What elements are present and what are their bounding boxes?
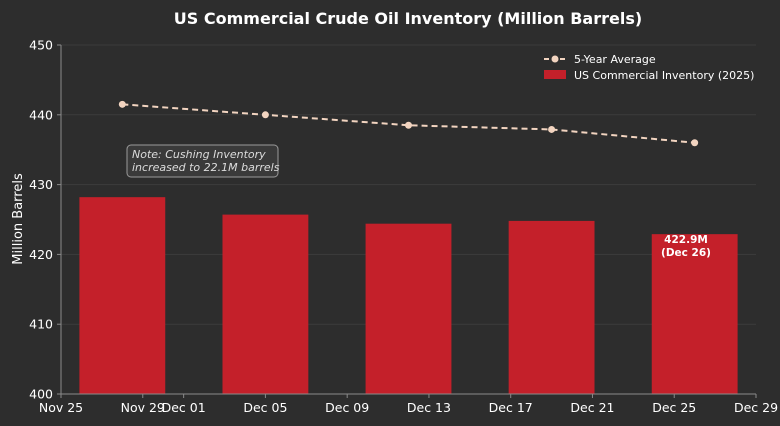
x-tick-label: Dec 13 (407, 400, 451, 415)
average-point (118, 100, 126, 108)
x-tick-label: Dec 05 (243, 400, 287, 415)
bar-series (79, 197, 738, 394)
legend: 5-Year Average US Commercial Inventory (… (544, 53, 754, 82)
average-line (122, 103, 695, 144)
y-tick-label: 400 (29, 387, 53, 402)
x-tick-label: Dec 29 (734, 400, 778, 415)
y-tick-label: 420 (29, 247, 53, 262)
legend-label-5yr-average: 5-Year Average (574, 53, 656, 66)
y-tick-label: 430 (29, 177, 53, 192)
average-point (261, 111, 269, 119)
legend-line-marker (551, 55, 559, 63)
y-tick-label: 410 (29, 317, 53, 332)
line-series (118, 100, 699, 147)
y-axis-label: Million Barrels (11, 173, 26, 265)
chart-title: US Commercial Crude Oil Inventory (Milli… (174, 9, 642, 28)
y-tick-label: 440 (29, 107, 53, 122)
bar (508, 220, 595, 394)
last-bar-value-label: 422.9M (664, 234, 708, 246)
legend-bar-swatch (544, 70, 566, 79)
average-point (405, 121, 412, 129)
last-bar-annotation: 422.9M (Dec 26) (661, 234, 711, 259)
bar (365, 223, 452, 394)
x-tick-label: Nov 29 (121, 400, 165, 415)
bar (79, 197, 166, 394)
x-tick-label: Dec 09 (325, 400, 369, 415)
annotation-note-line2: increased to 22.1M barrels (132, 161, 280, 174)
x-tick-label: Dec 21 (570, 400, 614, 415)
bar (651, 234, 738, 394)
last-bar-date-label: (Dec 26) (661, 247, 711, 259)
average-point (691, 139, 699, 147)
annotation-note-line1: Note: Cushing Inventory (132, 148, 266, 161)
y-axis-ticks: 400 410 420 430 440 450 (29, 38, 61, 402)
x-tick-label: Dec 17 (489, 400, 533, 415)
y-tick-label: 450 (29, 38, 53, 53)
average-point (548, 125, 556, 133)
annotation-box (126, 144, 279, 178)
x-tick-label: Dec 01 (162, 400, 206, 415)
legend-label-us-inventory: US Commercial Inventory (2025) (574, 69, 754, 82)
x-tick-label: Nov 25 (39, 400, 83, 415)
bar (222, 214, 309, 394)
x-tick-label: Dec 25 (652, 400, 696, 415)
annotation-note: Note: Cushing Inventory increased to 22.… (126, 144, 280, 178)
